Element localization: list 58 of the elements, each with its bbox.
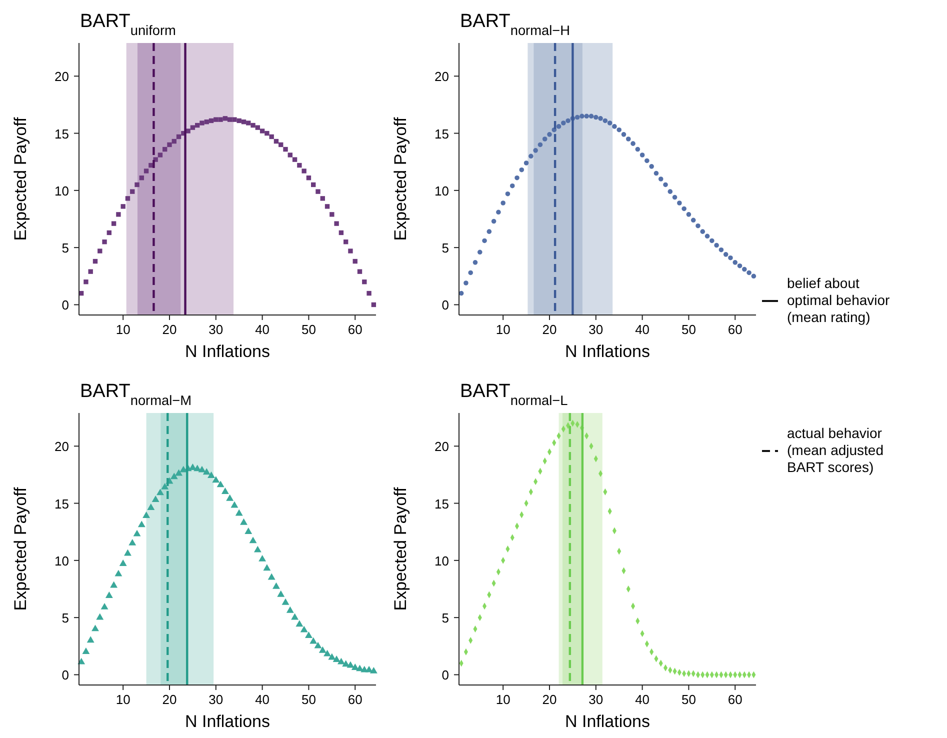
text: actual behavior (mean adjusted BART scores) [787, 425, 884, 475]
y-tick-label: 20 [54, 69, 69, 84]
x-tick-label: 10 [116, 692, 130, 707]
x-axis-title: N Inflations [564, 342, 650, 361]
x-tick-label: 50 [681, 322, 696, 337]
x-tick-label: 10 [496, 322, 510, 337]
x-tick-label: 60 [728, 692, 742, 707]
x-tick-label: 60 [348, 692, 362, 707]
y-tick-label: 10 [54, 183, 69, 198]
y-tick-label: 20 [434, 69, 449, 84]
y-tick-label: 10 [434, 553, 449, 568]
chart-title: BART$_{normal−H}$ [460, 11, 570, 38]
x-tick-label: 40 [255, 322, 270, 337]
y-tick-label: 0 [442, 298, 449, 313]
y-tick-label: 5 [442, 610, 449, 626]
x-tick-label: 10 [496, 692, 510, 707]
x-tick-label: 20 [542, 322, 557, 337]
y-tick-label: 5 [62, 240, 69, 256]
x-tick-label: 40 [255, 692, 270, 707]
x-tick-label: 30 [208, 692, 224, 707]
x-tick-label: 50 [301, 322, 316, 337]
x-tick-label: 10 [116, 322, 130, 337]
x-tick-label: 20 [162, 692, 177, 707]
x-tick-label: 60 [728, 322, 742, 337]
x-axis-title: N Inflations [564, 712, 650, 731]
x-tick-label: 50 [301, 692, 316, 707]
x-tick-label: 30 [588, 322, 604, 337]
y-tick-label: 0 [62, 298, 69, 313]
x-tick-label: 40 [635, 692, 650, 707]
y-tick-label: 15 [54, 496, 69, 512]
y-tick-label: 10 [434, 183, 449, 198]
y-axis-title: Expected Payoff [11, 486, 30, 611]
x-tick-label: 50 [681, 692, 696, 707]
y-tick-label: 20 [434, 439, 449, 454]
x-tick-label: 20 [162, 322, 177, 337]
x-tick-label: 20 [542, 692, 557, 707]
x-tick-label: 30 [208, 322, 224, 337]
y-tick-label: 15 [434, 126, 449, 142]
chart-title: BART$_{normal−L}$ [460, 381, 568, 408]
x-tick-label: 30 [588, 692, 604, 707]
y-tick-label: 0 [62, 668, 69, 683]
y-axis-title: Expected Payoff [391, 116, 410, 241]
text: belief about optimal behavior (mean rating) [787, 275, 890, 325]
chart-title: BART$_{normal−M}$ [80, 381, 192, 408]
x-tick-label: 40 [635, 322, 650, 337]
y-tick-label: 15 [54, 126, 69, 142]
chart-title: BART$_{uniform}$ [80, 11, 176, 38]
x-tick-label: 60 [348, 322, 362, 337]
y-tick-label: 5 [442, 240, 449, 256]
y-axis-title: Expected Payoff [11, 116, 30, 241]
x-axis-title: N Inflations [184, 342, 270, 361]
y-tick-label: 0 [442, 668, 449, 683]
y-axis-title: Expected Payoff [391, 486, 410, 611]
y-tick-label: 20 [54, 439, 69, 454]
y-tick-label: 10 [54, 553, 69, 568]
y-tick-label: 5 [62, 610, 69, 626]
x-axis-title: N Inflations [184, 712, 270, 731]
y-tick-label: 15 [434, 496, 449, 512]
